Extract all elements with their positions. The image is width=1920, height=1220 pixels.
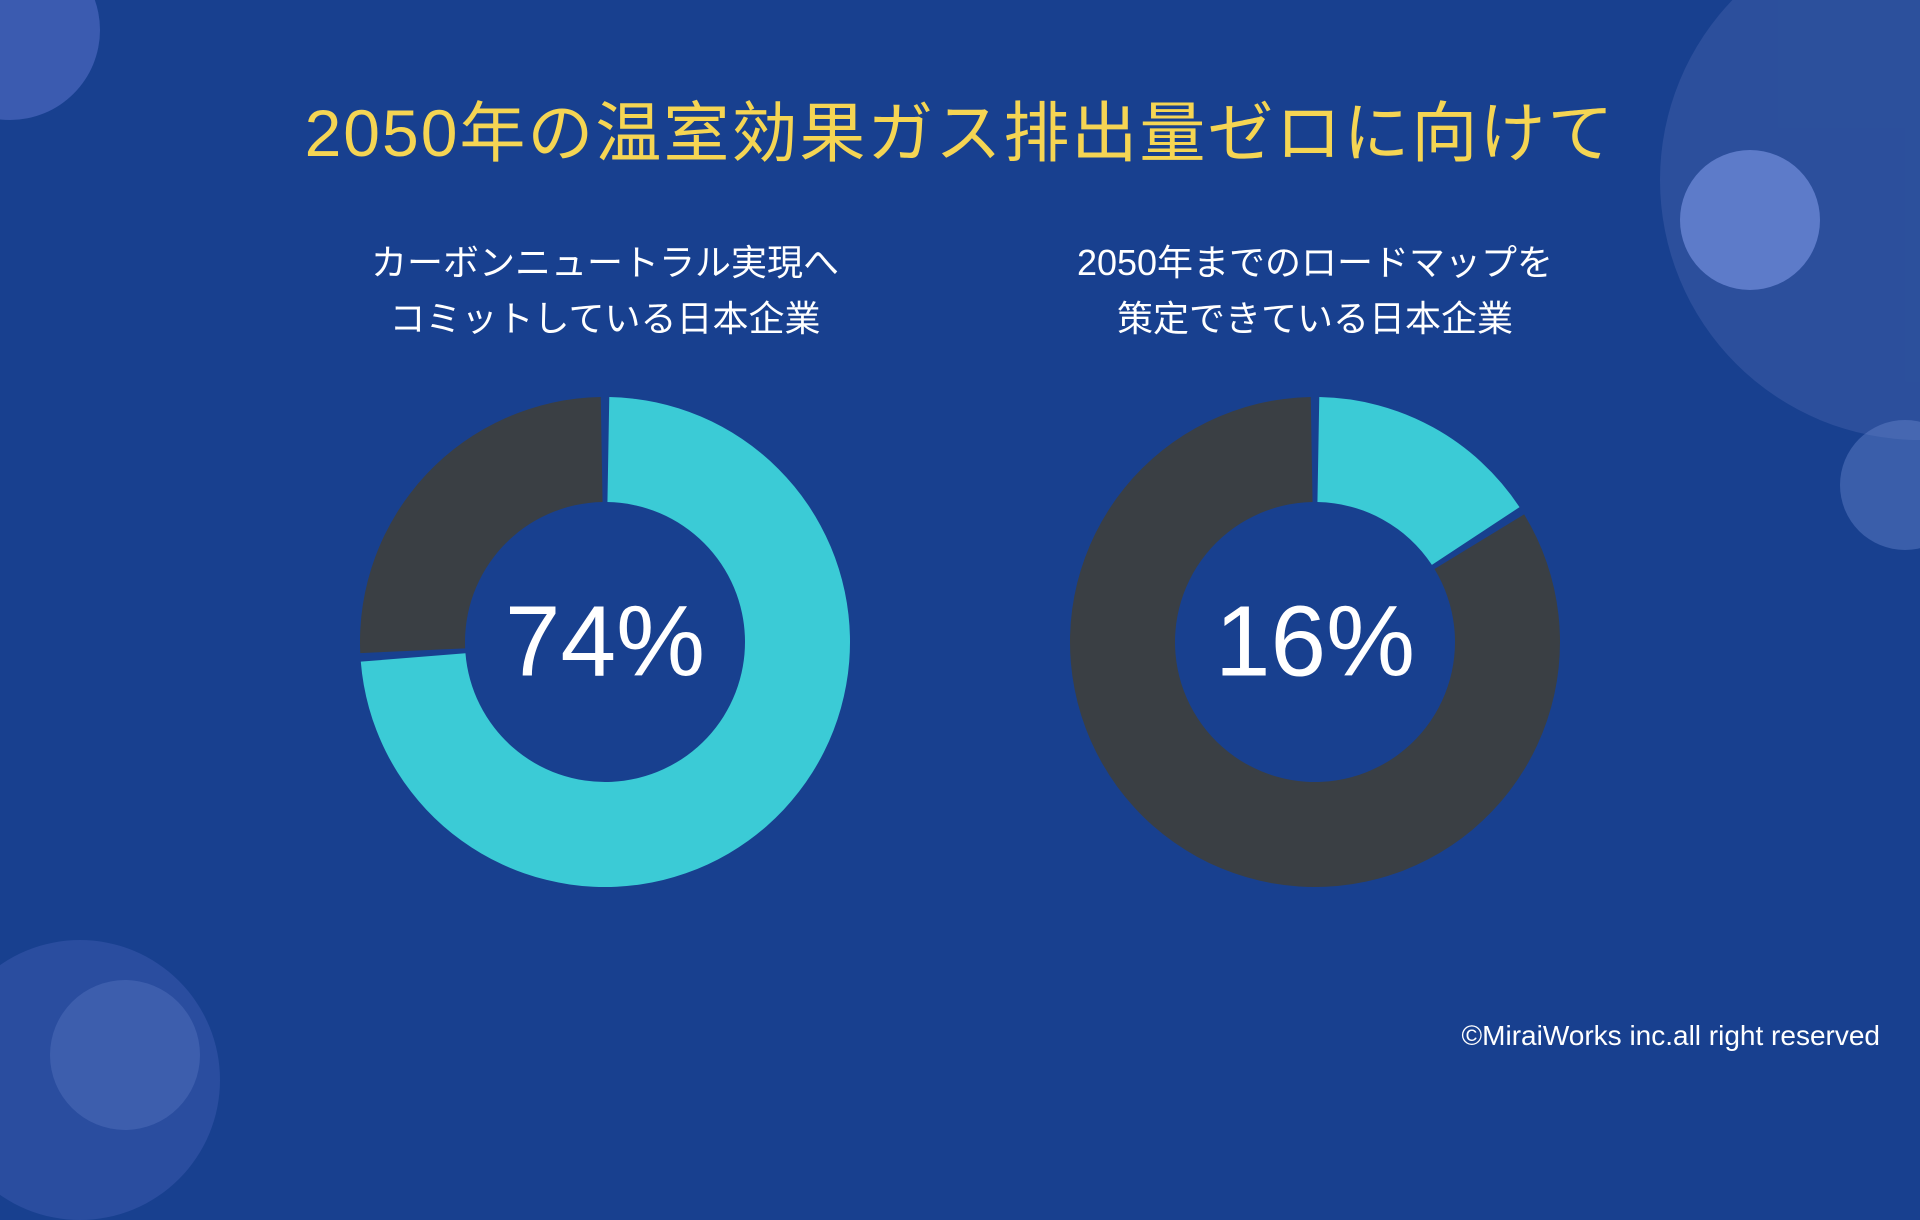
subtitle-line: カーボンニュートラル実現へ [371,242,839,283]
donut-chart: 74% [360,397,850,887]
chart-commitment: カーボンニュートラル実現へ コミットしている日本企業 74% [360,235,850,887]
chart-subtitle: カーボンニュートラル実現へ コミットしている日本企業 [371,235,839,347]
chart-roadmap: 2050年までのロードマップを 策定できている日本企業 16% [1070,235,1560,887]
decorative-circle [50,980,200,1130]
donut-chart: 16% [1070,397,1560,887]
charts-row: カーボンニュートラル実現へ コミットしている日本企業 74% 2050年までのロ… [0,235,1920,887]
page-title: 2050年の温室効果ガス排出量ゼロに向けて [0,80,1920,176]
chart-subtitle: 2050年までのロードマップを 策定できている日本企業 [1077,235,1553,347]
donut-center-value: 74% [505,584,705,699]
subtitle-line: コミットしている日本企業 [390,298,821,339]
copyright-text: ©MiraiWorks inc.all right reserved [1462,1020,1880,1052]
donut-center-value: 16% [1215,584,1415,699]
subtitle-line: 2050年までのロードマップを [1077,242,1553,283]
subtitle-line: 策定できている日本企業 [1117,298,1513,339]
